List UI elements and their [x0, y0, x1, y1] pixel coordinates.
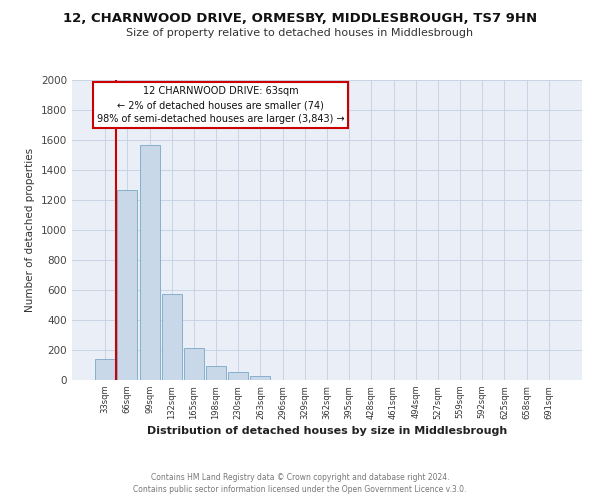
Bar: [95, 359, 115, 380]
Bar: [250, 376, 271, 380]
X-axis label: Distribution of detached houses by size in Middlesbrough: Distribution of detached houses by size …: [147, 426, 507, 436]
Bar: [228, 372, 248, 380]
Bar: [184, 348, 204, 380]
Text: Size of property relative to detached houses in Middlesbrough: Size of property relative to detached ho…: [127, 28, 473, 38]
Text: 12, CHARNWOOD DRIVE, ORMESBY, MIDDLESBROUGH, TS7 9HN: 12, CHARNWOOD DRIVE, ORMESBY, MIDDLESBRO…: [63, 12, 537, 26]
Bar: [140, 144, 160, 380]
Bar: [206, 366, 226, 380]
Text: 12 CHARNWOOD DRIVE: 63sqm
← 2% of detached houses are smaller (74)
98% of semi-d: 12 CHARNWOOD DRIVE: 63sqm ← 2% of detach…: [97, 86, 344, 124]
Bar: [162, 294, 182, 380]
Text: Contains public sector information licensed under the Open Government Licence v.: Contains public sector information licen…: [133, 485, 467, 494]
Text: Contains HM Land Registry data © Crown copyright and database right 2024.: Contains HM Land Registry data © Crown c…: [151, 472, 449, 482]
Y-axis label: Number of detached properties: Number of detached properties: [25, 148, 35, 312]
Bar: [118, 190, 137, 380]
